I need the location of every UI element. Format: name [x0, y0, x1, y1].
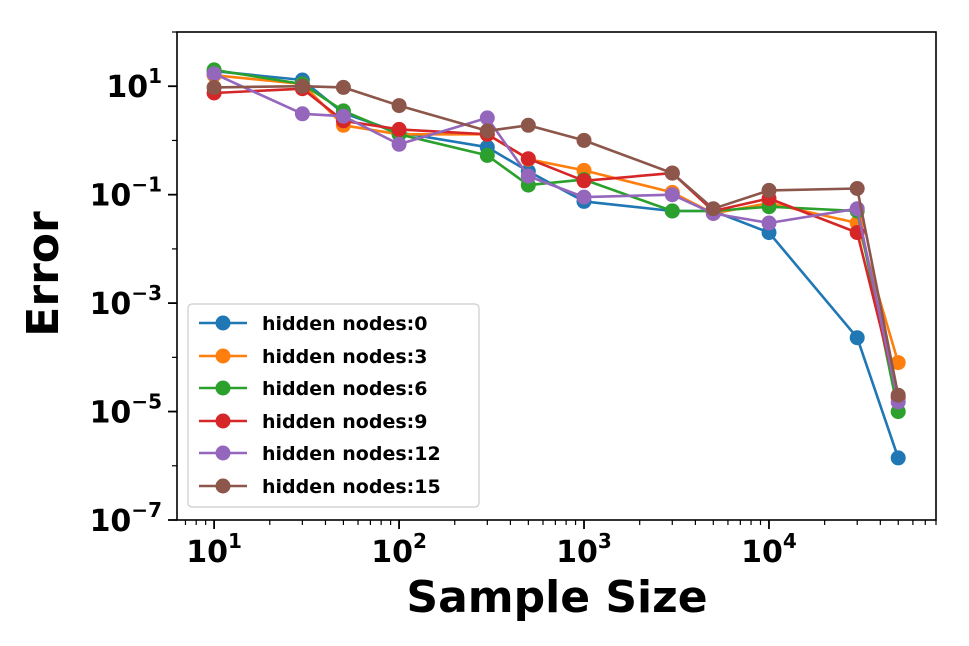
y-tick-exp: −7: [131, 498, 162, 522]
data-point: [520, 117, 536, 133]
data-point: [890, 387, 906, 403]
y-tick-exp: −3: [131, 281, 162, 305]
data-point: [761, 182, 777, 198]
data-point: [391, 136, 407, 152]
series-layer: [206, 62, 906, 466]
y-tick-label: 10−1: [90, 173, 162, 214]
y-tick-label: 10−7: [90, 498, 162, 539]
data-point: [761, 215, 777, 231]
legend-label: hidden nodes:9: [262, 411, 427, 433]
major-ticks: [168, 85, 770, 529]
x-tick-label: 104: [741, 529, 797, 570]
series-line: [213, 68, 900, 412]
data-point: [479, 147, 495, 163]
data-point: [479, 110, 495, 126]
data-point: [664, 187, 680, 203]
data-point: [479, 123, 495, 139]
x-tick-base: 10: [556, 535, 598, 570]
data-point: [206, 66, 222, 82]
legend-marker: [215, 478, 231, 494]
x-tick-base: 10: [371, 535, 413, 570]
legend-label: hidden nodes:15: [262, 476, 441, 498]
legend: hidden nodes:0 hidden nodes:3 hidden nod…: [187, 303, 480, 508]
data-point: [664, 203, 680, 219]
x-tick-labels: 101 102 103 104: [186, 529, 797, 570]
data-point: [664, 165, 680, 181]
y-tick-label: 10−5: [90, 390, 162, 431]
y-tick-base: 10: [106, 70, 148, 105]
data-point: [335, 79, 351, 95]
y-tick-label: 10−3: [90, 281, 162, 322]
data-point: [520, 168, 536, 184]
x-tick-label: 103: [556, 529, 612, 570]
legend-label: hidden nodes:3: [262, 346, 427, 368]
x-tick-exp: 3: [598, 529, 612, 553]
legend-label: hidden nodes:0: [262, 313, 427, 335]
data-point: [890, 355, 906, 371]
y-tick-base: 10: [90, 396, 132, 431]
y-tick-exp: −5: [131, 390, 162, 414]
x-axis-title: Sample Size: [406, 572, 707, 623]
series-4: [206, 66, 906, 410]
data-point: [391, 98, 407, 114]
y-tick-base: 10: [90, 504, 132, 539]
legend-marker: [215, 315, 231, 331]
x-tick-exp: 4: [783, 529, 797, 553]
y-tick-base: 10: [90, 179, 132, 214]
x-tick-label: 101: [186, 529, 242, 570]
x-tick-exp: 1: [228, 529, 242, 553]
legend-marker: [215, 348, 231, 364]
legend-label: hidden nodes:6: [262, 378, 427, 400]
legend-frame: [187, 303, 480, 508]
y-axis-title: Error: [18, 211, 69, 337]
data-point: [849, 181, 865, 196]
legend-label: hidden nodes:12: [262, 443, 441, 465]
data-point: [849, 330, 865, 346]
x-tick-label: 102: [371, 529, 427, 570]
data-point: [890, 450, 906, 466]
legend-marker: [215, 413, 231, 429]
x-tick-base: 10: [741, 535, 783, 570]
data-point: [576, 173, 592, 189]
x-tick-exp: 2: [413, 529, 427, 553]
y-tick-labels: 101 10−1 10−3 10−5 10−7: [90, 64, 162, 539]
y-tick-exp: −1: [131, 173, 162, 197]
data-point: [705, 201, 721, 217]
data-point: [520, 151, 536, 167]
data-point: [206, 79, 222, 95]
data-point: [391, 121, 407, 137]
y-tick-base: 10: [90, 287, 132, 322]
x-tick-base: 10: [186, 535, 228, 570]
y-tick-label: 101: [106, 64, 162, 105]
legend-marker: [215, 445, 231, 461]
y-tick-exp: 1: [148, 64, 162, 88]
data-point: [294, 78, 310, 94]
data-point: [576, 132, 592, 148]
legend-marker: [215, 380, 231, 396]
plot-frame: [176, 31, 937, 521]
data-point: [576, 189, 592, 205]
data-point: [335, 108, 351, 124]
series-5: [206, 78, 906, 403]
data-point: [294, 106, 310, 122]
